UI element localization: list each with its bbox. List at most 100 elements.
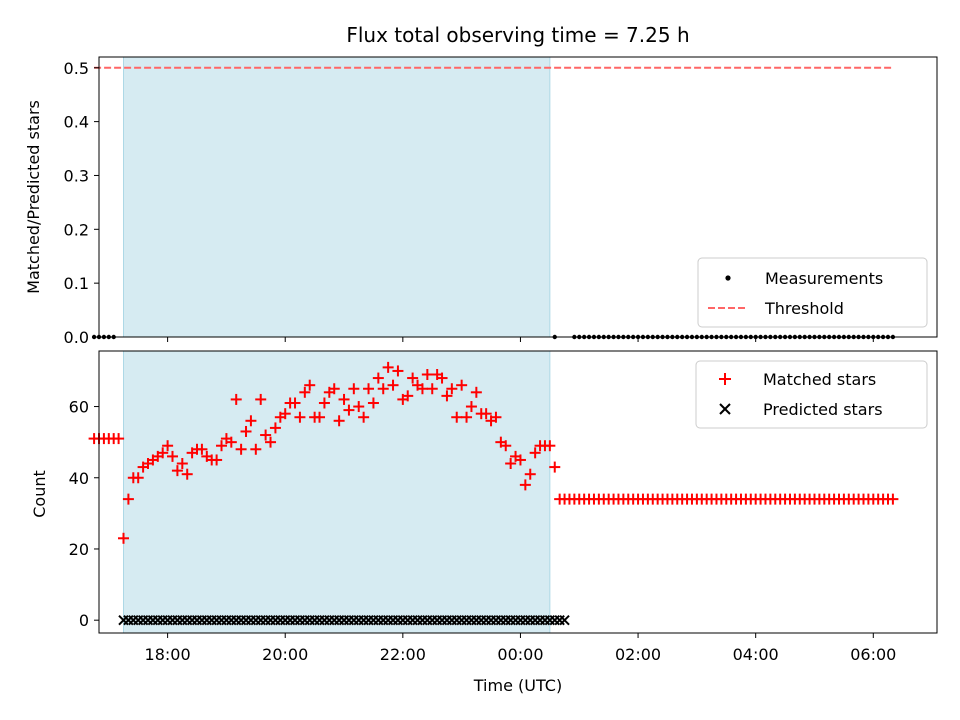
matched-star-point bbox=[279, 408, 291, 420]
matched-star-point bbox=[181, 468, 193, 480]
top-panel: 0.0 0.1 0.2 0.3 0.4 0.5 Flux total observing … bbox=[24, 23, 938, 347]
top-y-tick-label: 0.1 bbox=[64, 274, 89, 293]
matched-star-point bbox=[122, 493, 134, 505]
chart-title: Flux total observing time = 7.25 h bbox=[346, 23, 689, 47]
matched-star-point bbox=[304, 379, 316, 391]
legend-matched-marker bbox=[719, 373, 731, 385]
top-legend: Measurements Threshold bbox=[697, 257, 928, 328]
matched-star-point bbox=[328, 383, 340, 395]
matched-star-point bbox=[240, 425, 252, 437]
bottom-panel: 0 20 40 60 18:00 20:00 22:00 00:00 02:00 04:00 06… bbox=[30, 350, 938, 695]
top-x-ticks bbox=[167, 337, 874, 342]
bottom-axes-frame bbox=[98, 350, 938, 634]
matched-star-point bbox=[235, 443, 247, 455]
matched-star-point bbox=[505, 458, 517, 470]
matched-star-point bbox=[407, 372, 419, 384]
matched-star-point bbox=[436, 372, 448, 384]
bottom-y-tick-label: 0 bbox=[79, 611, 89, 630]
matched-star-point bbox=[529, 447, 541, 459]
matched-star-point bbox=[333, 415, 345, 427]
legend-measurements-label: Measurements bbox=[765, 269, 883, 288]
matched-star-point bbox=[514, 454, 526, 466]
bottom-y-ticks: 0 20 40 60 bbox=[69, 398, 99, 630]
matched-star-point bbox=[167, 450, 179, 462]
matched-star-point bbox=[225, 436, 237, 448]
matched-star-point bbox=[294, 411, 306, 423]
matched-star-point bbox=[343, 404, 355, 416]
matched-star-point bbox=[490, 411, 502, 423]
matched-star-point bbox=[392, 365, 404, 377]
top-axes-frame bbox=[98, 56, 938, 338]
matched-star-point bbox=[348, 383, 360, 395]
matched-star-point bbox=[456, 379, 468, 391]
matched-stars-series bbox=[88, 361, 899, 544]
matched-star-point bbox=[157, 447, 169, 459]
matched-star-point bbox=[367, 397, 379, 409]
top-y-tick-label: 0.0 bbox=[64, 328, 89, 347]
legend-predicted-label: Predicted stars bbox=[763, 400, 883, 419]
matched-star-point bbox=[162, 440, 174, 452]
matched-star-point bbox=[480, 408, 492, 420]
matched-star-point bbox=[524, 468, 536, 480]
matched-star-point bbox=[118, 532, 130, 544]
bottom-y-tick-label: 60 bbox=[69, 398, 89, 417]
bottom-shaded-region bbox=[123, 350, 551, 634]
legend-predicted-marker bbox=[719, 403, 731, 415]
bottom-y-tick-label: 20 bbox=[69, 540, 89, 559]
predicted-star-point bbox=[559, 614, 570, 626]
bottom-x-ticks: 18:00 20:00 22:00 00:00 02:00 04:00 06:00 bbox=[145, 633, 896, 664]
matched-star-point bbox=[176, 458, 188, 470]
matched-star-point bbox=[416, 383, 428, 395]
matched-star-point bbox=[465, 401, 477, 413]
matched-star-point bbox=[314, 411, 326, 423]
matched-star-point bbox=[211, 454, 223, 466]
matched-star-point bbox=[358, 411, 370, 423]
matched-star-point bbox=[382, 361, 394, 373]
matched-star-point bbox=[426, 383, 438, 395]
top-shaded-region bbox=[123, 56, 551, 338]
matched-star-point bbox=[299, 386, 311, 398]
matched-star-point bbox=[402, 390, 414, 402]
x-tick-label: 22:00 bbox=[380, 645, 426, 664]
matched-star-point bbox=[544, 440, 556, 452]
matched-star-point bbox=[269, 422, 281, 434]
top-y-tick-label: 0.3 bbox=[64, 166, 89, 185]
x-tick-label: 18:00 bbox=[145, 645, 191, 664]
matched-star-point bbox=[113, 433, 125, 445]
matched-star-point bbox=[230, 393, 242, 405]
matched-star-point bbox=[318, 397, 330, 409]
matched-star-point bbox=[421, 369, 433, 380]
matched-star-point bbox=[250, 443, 262, 455]
matched-star-point bbox=[372, 372, 384, 384]
legend-threshold-label: Threshold bbox=[764, 299, 844, 318]
legend-measurements-marker bbox=[725, 275, 731, 281]
bottom-y-axis-label: Count bbox=[30, 470, 49, 518]
matched-star-point bbox=[353, 401, 365, 413]
matched-star-point bbox=[470, 386, 482, 398]
matched-star-point bbox=[245, 415, 257, 427]
x-axis-label: Time (UTC) bbox=[473, 676, 562, 695]
matched-star-point bbox=[500, 440, 512, 452]
predicted-stars-series bbox=[118, 614, 570, 626]
top-y-tick-label: 0.5 bbox=[64, 59, 89, 78]
matched-star-point bbox=[363, 383, 375, 395]
top-y-tick-label: 0.2 bbox=[64, 220, 89, 239]
matched-star-point bbox=[387, 379, 399, 391]
matched-star-point bbox=[338, 393, 350, 405]
matched-star-point bbox=[446, 383, 458, 395]
x-tick-label: 06:00 bbox=[850, 645, 896, 664]
bottom-y-tick-label: 40 bbox=[69, 469, 89, 488]
top-y-axis-label: Matched/Predicted stars bbox=[24, 100, 43, 294]
matched-star-point bbox=[441, 390, 453, 402]
top-y-ticks: 0.0 0.1 0.2 0.3 0.4 0.5 bbox=[64, 59, 99, 347]
matched-star-point bbox=[216, 440, 228, 452]
matched-star-point bbox=[289, 397, 301, 409]
top-legend-box bbox=[697, 257, 928, 328]
x-tick-label: 02:00 bbox=[615, 645, 661, 664]
matched-star-point bbox=[132, 472, 144, 484]
bottom-legend-box bbox=[695, 360, 928, 429]
x-tick-label: 04:00 bbox=[733, 645, 779, 664]
matched-star-point bbox=[255, 393, 267, 405]
x-tick-label: 20:00 bbox=[262, 645, 308, 664]
matched-star-point bbox=[461, 411, 473, 423]
